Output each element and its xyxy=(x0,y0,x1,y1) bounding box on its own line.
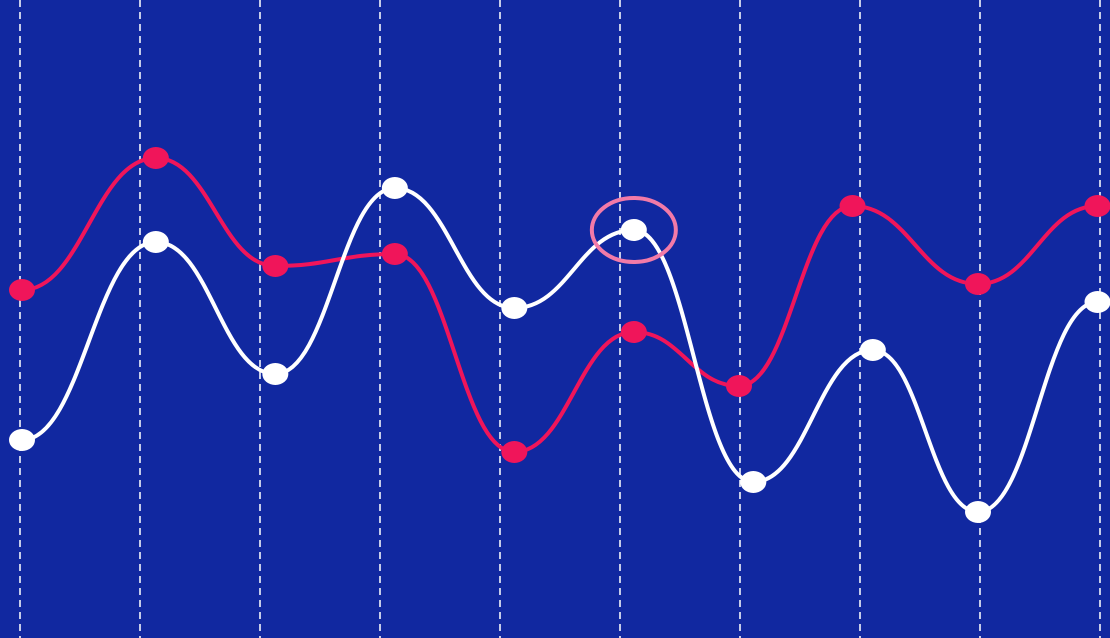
data-point xyxy=(9,279,35,301)
data-point xyxy=(501,297,528,319)
data-point xyxy=(620,321,647,343)
data-point xyxy=(501,441,528,463)
data-point xyxy=(726,375,752,397)
grid-lines xyxy=(19,0,1101,638)
data-point xyxy=(381,243,408,265)
data-point xyxy=(620,219,647,241)
data-point xyxy=(740,471,767,493)
data-point xyxy=(262,255,289,277)
data-point xyxy=(381,177,408,199)
data-point xyxy=(9,429,35,451)
data-point xyxy=(1084,291,1110,313)
series-line-1 xyxy=(20,156,1100,454)
highlight-ring xyxy=(589,196,678,264)
data-point xyxy=(262,363,289,385)
data-point xyxy=(142,147,169,169)
data-points xyxy=(9,147,1110,523)
data-point xyxy=(965,273,991,295)
data-point xyxy=(142,231,169,253)
data-point xyxy=(1084,195,1110,217)
data-point xyxy=(839,195,866,217)
series-lines xyxy=(20,156,1100,514)
series-line-2 xyxy=(20,186,1100,514)
data-point xyxy=(965,501,991,523)
data-point xyxy=(859,339,886,361)
